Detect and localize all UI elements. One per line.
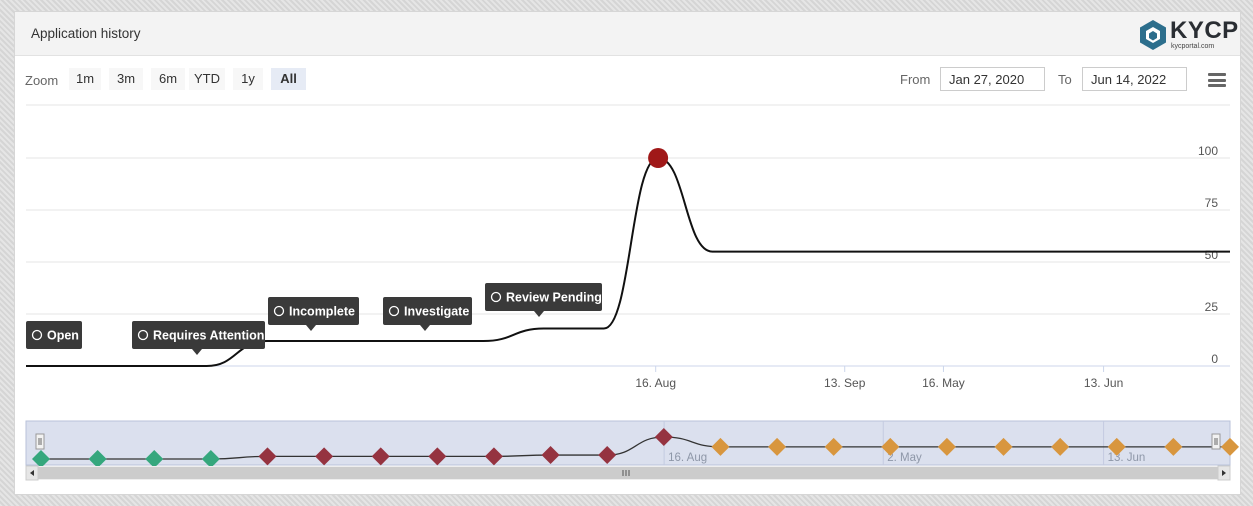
navigator-marker[interactable] [1107, 437, 1126, 456]
zoom-1y-button[interactable]: 1y [233, 68, 263, 90]
navigator-marker[interactable] [428, 447, 447, 466]
navigator-right-handle[interactable] [1211, 433, 1221, 450]
navigator-marker[interactable] [371, 447, 390, 466]
arrow-left-icon [30, 470, 34, 476]
event-flag-incomplete[interactable]: Incomplete [268, 297, 359, 331]
navigator-tick-label: 13. Jun [1108, 452, 1146, 464]
zoom-all-button[interactable]: All [271, 68, 306, 90]
navigator-marker[interactable] [937, 437, 956, 456]
navigator-marker[interactable] [315, 447, 334, 466]
info-icon [490, 291, 502, 303]
document-icon [388, 305, 400, 317]
y-tick-label: 0 [1211, 352, 1218, 366]
navigator-marker[interactable] [1221, 437, 1239, 456]
y-tick-label: 25 [1205, 300, 1219, 314]
zoom-3m-button[interactable]: 3m [109, 68, 143, 90]
navigator-tick-label: 16. Aug [668, 452, 707, 464]
navigator-marker[interactable] [201, 450, 220, 468]
event-flag-requires-attention[interactable]: Requires Attention [132, 321, 265, 355]
zoom-label: Zoom [25, 73, 59, 88]
navigator-left-handle[interactable] [35, 433, 45, 450]
navigator-marker[interactable] [88, 450, 107, 468]
flag-label: Requires Attention [153, 329, 264, 343]
range-toolbar: Zoom 1m 3m 6m YTD 1y All From To [15, 56, 1240, 104]
zoom-1m-button[interactable]: 1m [69, 68, 101, 90]
peak-marker[interactable] [648, 148, 669, 168]
to-label: To [1058, 72, 1072, 87]
navigator-series-line [41, 436, 1230, 460]
application-history-chart: 0 25 50 75 100 16. Aug 13. Sep 16. May 13. Jun Op… [25, 104, 1239, 481]
x-tick-label: 13. Sep [824, 376, 866, 390]
series-line [25, 156, 1230, 368]
navigator-marker[interactable] [32, 450, 50, 468]
from-date-input[interactable] [940, 67, 1045, 91]
application-history-card: Application history KYCP kycportal.com Z… [14, 11, 1241, 495]
logo-subtext: kycportal.com [1171, 43, 1215, 50]
x-tick-label: 16. Aug [635, 376, 676, 390]
navigator-marker[interactable] [1051, 437, 1070, 456]
navigator-marker[interactable] [1164, 437, 1183, 456]
info-icon [273, 305, 285, 317]
x-tick-label: 13. Jun [1084, 376, 1123, 390]
zoom-6m-button[interactable]: 6m [151, 68, 185, 90]
zoom-ytd-button[interactable]: YTD [189, 68, 225, 90]
event-flag-investigate[interactable]: Investigate [383, 297, 472, 331]
flag-label: Open [47, 329, 79, 343]
navigator-marker[interactable] [541, 446, 560, 465]
arrow-right-icon [1222, 470, 1226, 476]
navigator-marker[interactable] [824, 437, 843, 456]
y-tick-label: 100 [1198, 144, 1218, 158]
alarm-icon [137, 329, 149, 341]
navigator-marker[interactable] [994, 437, 1013, 456]
navigator-marker[interactable] [768, 437, 787, 456]
navigator-marker[interactable] [598, 446, 617, 465]
navigator-marker[interactable] [484, 447, 503, 466]
y-tick-label: 75 [1205, 196, 1219, 210]
navigator-tick-label: 2. May [887, 452, 922, 464]
flag-label: Incomplete [289, 305, 355, 319]
from-label: From [900, 72, 931, 87]
navigator-marker[interactable] [654, 428, 673, 446]
flag-label: Review Pending [506, 291, 602, 305]
kycp-logo: KYCP kycportal.com [1138, 17, 1238, 53]
event-flag-open[interactable]: Open [26, 321, 82, 349]
flag-label: Investigate [404, 305, 469, 319]
to-date-input[interactable] [1082, 67, 1187, 91]
x-tick-label: 16. May [922, 376, 965, 390]
hamburger-icon [1208, 73, 1226, 76]
cube-logo-icon [1140, 20, 1166, 50]
info-icon [31, 329, 43, 341]
scrollbar-thumb[interactable] [38, 467, 1218, 479]
chart-menu-button[interactable] [1208, 73, 1226, 87]
y-tick-label: 50 [1205, 248, 1219, 262]
navigator-marker[interactable] [145, 450, 164, 468]
navigator-marker[interactable] [711, 437, 730, 456]
card-title: Application history [31, 26, 141, 41]
navigator-marker[interactable] [881, 437, 900, 456]
navigator-selection[interactable] [25, 420, 1231, 466]
navigator-marker[interactable] [258, 447, 277, 466]
logo-text: KYCP [1170, 17, 1239, 44]
card-header: Application history KYCP kycportal.com [15, 12, 1240, 56]
event-flag-review-pending[interactable]: Review Pending [485, 283, 602, 317]
